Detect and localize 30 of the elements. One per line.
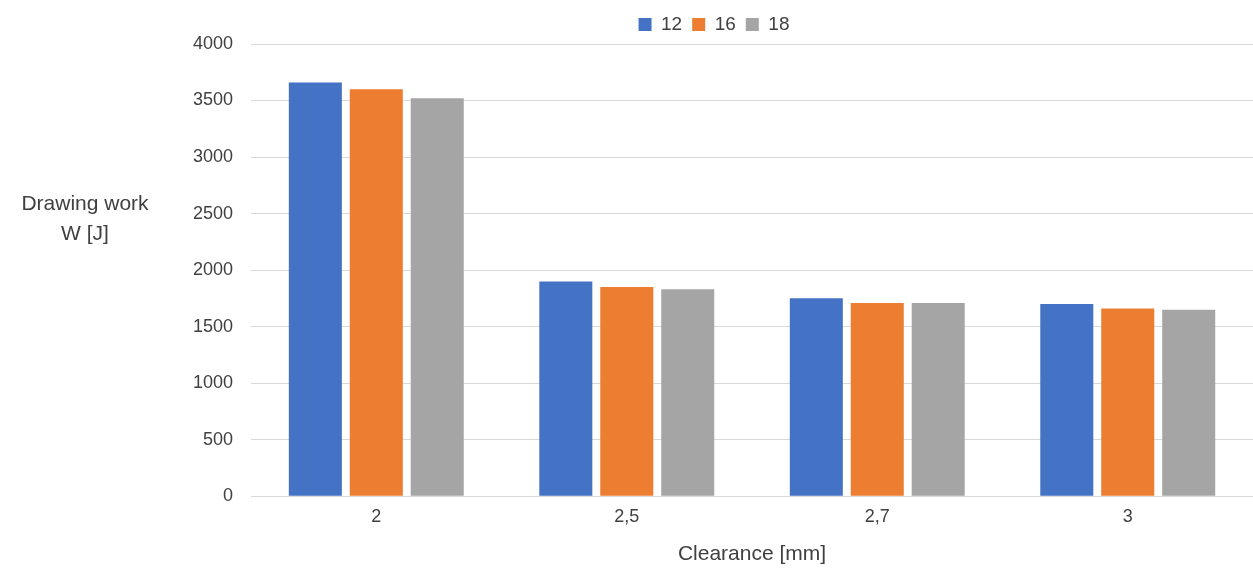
y-tick-label: 0 bbox=[223, 485, 234, 506]
bar bbox=[600, 287, 654, 496]
bar bbox=[349, 89, 403, 496]
bar bbox=[850, 302, 904, 496]
bar bbox=[911, 302, 965, 496]
bar bbox=[789, 298, 843, 496]
legend-label: 12 bbox=[661, 12, 683, 34]
y-tick-label: 500 bbox=[203, 428, 234, 449]
bar bbox=[288, 82, 342, 496]
bar bbox=[1040, 304, 1094, 496]
bar bbox=[1101, 308, 1155, 496]
y-axis-title: Drawing work W [J] bbox=[20, 190, 150, 246]
y-tick-label: 1500 bbox=[193, 315, 234, 336]
y-tick-label: 4000 bbox=[193, 32, 234, 53]
bar bbox=[539, 281, 593, 496]
y-tick-label: 3500 bbox=[193, 89, 234, 110]
x-axis-title: Clearance [mm] bbox=[677, 541, 827, 565]
y-tick-label: 3000 bbox=[193, 146, 234, 167]
x-tick-label: 2,7 bbox=[864, 505, 890, 526]
y-tick-label: 2500 bbox=[193, 202, 234, 223]
legend-label: 18 bbox=[768, 12, 790, 34]
bar bbox=[410, 98, 464, 496]
x-tick-label: 2 bbox=[371, 505, 382, 526]
bar bbox=[1162, 309, 1216, 496]
bar bbox=[661, 289, 715, 496]
y-tick-label: 2000 bbox=[193, 259, 234, 280]
legend-label: 16 bbox=[714, 12, 736, 34]
y-tick-label: 1000 bbox=[193, 372, 234, 393]
x-tick-label: 3 bbox=[1122, 505, 1133, 526]
x-tick-label: 2,5 bbox=[614, 505, 640, 526]
